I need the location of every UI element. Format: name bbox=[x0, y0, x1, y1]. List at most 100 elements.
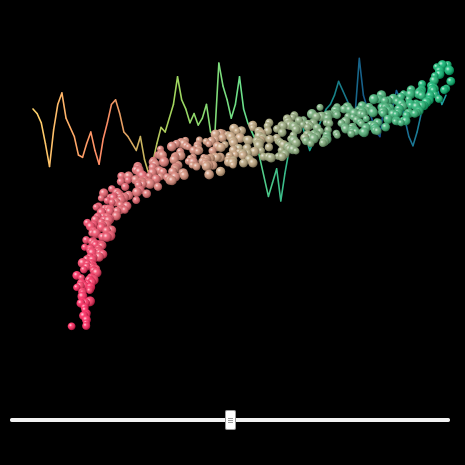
line-segment bbox=[139, 135, 146, 161]
line-segment bbox=[81, 142, 88, 159]
scatter-point bbox=[73, 283, 81, 292]
scatter-point bbox=[82, 321, 91, 330]
line-segment bbox=[242, 108, 249, 124]
scatter-point bbox=[204, 169, 214, 180]
scatter-point bbox=[392, 110, 400, 119]
scatter-point bbox=[205, 140, 213, 148]
line-segment bbox=[172, 76, 179, 106]
line-segment bbox=[106, 103, 113, 124]
scatter-point bbox=[303, 123, 312, 132]
scatter-point bbox=[373, 126, 382, 136]
scatter-point bbox=[132, 187, 142, 197]
line-segment bbox=[226, 99, 233, 119]
line-segment bbox=[164, 117, 171, 133]
line-segment bbox=[52, 103, 59, 131]
line-segment bbox=[341, 89, 348, 101]
scatter-point bbox=[249, 146, 260, 157]
line-segment bbox=[263, 177, 270, 198]
scatter-point bbox=[201, 161, 212, 171]
line-segment bbox=[168, 103, 175, 119]
line-segment bbox=[193, 112, 199, 126]
scatter-point bbox=[318, 139, 327, 148]
rotation-slider[interactable] bbox=[10, 410, 450, 430]
scatter-point bbox=[397, 119, 405, 127]
scatter-point bbox=[216, 142, 226, 153]
line-segment bbox=[333, 80, 340, 96]
scatter-point bbox=[124, 176, 132, 184]
scatter-point bbox=[379, 109, 387, 118]
scatter-point bbox=[121, 182, 130, 191]
scatter-point bbox=[264, 143, 274, 152]
scatter-point bbox=[145, 178, 156, 189]
scatter-point bbox=[265, 134, 275, 144]
line-segment bbox=[156, 126, 162, 145]
scatter-point bbox=[277, 128, 287, 137]
line-segment bbox=[222, 85, 228, 101]
line-segment bbox=[73, 135, 80, 156]
scatter-point bbox=[333, 111, 341, 119]
line-segment bbox=[114, 99, 121, 115]
scatter-point bbox=[239, 158, 248, 168]
line-segment bbox=[61, 92, 67, 119]
scatter-point bbox=[132, 196, 141, 204]
line-segment bbox=[201, 103, 208, 119]
line-segment bbox=[267, 181, 274, 198]
line-segment bbox=[180, 99, 187, 110]
scatter-point bbox=[218, 133, 227, 143]
slider-thumb[interactable] bbox=[224, 410, 236, 430]
scatter-point bbox=[368, 94, 379, 105]
line-segment bbox=[279, 172, 286, 202]
scatter-point bbox=[166, 141, 177, 152]
scatter-point bbox=[192, 162, 201, 171]
scatter-point bbox=[233, 127, 241, 135]
scatter-point bbox=[92, 203, 100, 211]
scatter-point bbox=[215, 166, 226, 177]
scatter-point bbox=[316, 103, 324, 111]
scatter-point bbox=[446, 76, 456, 86]
scatter-point bbox=[333, 131, 341, 139]
scatter-point bbox=[194, 147, 202, 156]
line-segment bbox=[32, 108, 38, 115]
scatter-point bbox=[142, 189, 152, 199]
scatter-point bbox=[362, 115, 370, 123]
scatter-series-layer bbox=[67, 60, 456, 331]
scatter-point bbox=[417, 91, 426, 100]
line-segment bbox=[275, 168, 282, 202]
line-segment bbox=[48, 128, 55, 168]
line-segment bbox=[205, 103, 212, 133]
line-segment bbox=[69, 126, 76, 138]
line-segment bbox=[185, 108, 191, 124]
line-segment bbox=[238, 76, 245, 110]
line-segment bbox=[127, 135, 133, 145]
line-segment bbox=[102, 122, 109, 140]
line-segment bbox=[354, 57, 361, 115]
line-segment bbox=[90, 131, 96, 152]
line-segment bbox=[329, 94, 336, 106]
scatter-point bbox=[434, 94, 443, 103]
line-segment bbox=[189, 112, 195, 124]
scatter-point bbox=[67, 322, 76, 331]
scatter-point bbox=[97, 194, 105, 202]
line-segment bbox=[56, 92, 63, 106]
scatter-point bbox=[410, 109, 419, 118]
scatter-point bbox=[277, 152, 287, 162]
line-segment bbox=[412, 131, 418, 147]
line-segment bbox=[123, 131, 129, 138]
line-segment bbox=[110, 99, 117, 106]
line-segment bbox=[441, 94, 447, 106]
line-segment bbox=[85, 131, 92, 145]
line-segment bbox=[234, 76, 241, 106]
scatter-point bbox=[278, 121, 288, 131]
scatter-point bbox=[257, 147, 265, 155]
scatter-point bbox=[367, 107, 378, 118]
line-segment bbox=[197, 117, 204, 126]
line-segment bbox=[131, 142, 138, 152]
scatter-point bbox=[121, 206, 129, 214]
line-segment bbox=[408, 135, 414, 147]
line-segment bbox=[259, 158, 266, 179]
line-segment bbox=[213, 62, 220, 138]
scatter-point bbox=[381, 122, 390, 132]
scatter-point bbox=[229, 161, 237, 169]
line-segment bbox=[143, 158, 150, 175]
